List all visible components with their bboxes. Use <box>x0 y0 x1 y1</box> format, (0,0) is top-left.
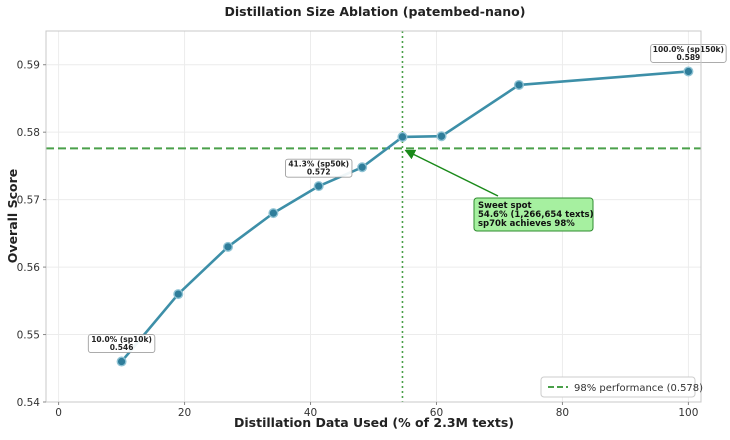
sweet-spot-line: sp70k achieves 98% <box>478 219 575 229</box>
annotation-box <box>650 44 727 63</box>
x-tick-label: 40 <box>304 407 317 419</box>
data-point <box>173 289 184 300</box>
tick-layer: 0 20 40 60 80 100 0.54 0.55 0.56 0.57 0.58 0.59 <box>17 60 699 419</box>
data-point <box>357 162 368 173</box>
annotation-box <box>285 158 353 178</box>
annotation-value: 0.546 <box>110 343 134 352</box>
x-tick-label: 100 <box>678 407 698 419</box>
x-tick-label: 0 <box>55 407 62 419</box>
annotation-label: 41.3% (sp50k) <box>288 160 349 169</box>
annotations-layer: 10.0% (sp10k)0.546 41.3% (sp50k)0.572 100.… <box>87 44 727 353</box>
y-tick-label: 0.57 <box>17 195 40 207</box>
reference-lines <box>46 31 701 402</box>
data-point <box>436 131 447 142</box>
sweet-spot-line: Sweet spot <box>478 201 532 211</box>
data-point <box>683 66 694 77</box>
data-point <box>268 208 279 219</box>
y-tick-label: 0.54 <box>17 397 41 409</box>
legend: 98% performance (0.578) <box>540 376 703 398</box>
x-axis-label: Distillation Data Used (% of 2.3M texts) <box>234 415 514 430</box>
series-line <box>120 70 689 363</box>
y-tick-label: 0.56 <box>17 262 41 274</box>
annotation-label: 100.0% (sp150k) <box>653 45 724 54</box>
data-point <box>397 131 408 142</box>
data-point <box>223 241 234 252</box>
annotation-value: 0.589 <box>677 53 701 62</box>
annotation-box <box>87 334 156 353</box>
annotation-value: 0.572 <box>307 168 331 177</box>
x-tick-label: 60 <box>430 407 443 419</box>
chart-title: Distillation Size Ablation (patembed-nan… <box>225 4 526 19</box>
y-tick-label: 0.59 <box>17 60 40 72</box>
data-point <box>116 356 127 367</box>
data-point <box>513 79 524 90</box>
series-layer <box>116 66 694 367</box>
legend-box <box>540 376 696 398</box>
plot-frame <box>45 30 702 403</box>
sweet-spot-arrow <box>404 149 499 197</box>
sweet-spot-line: 54.6% (1,266,654 texts) <box>478 210 594 220</box>
annotation-label: 10.0% (sp10k) <box>91 335 152 344</box>
x-tick-label: 80 <box>556 407 569 419</box>
sweet-spot-box <box>473 197 594 232</box>
legend-label: 98% performance (0.578) <box>574 383 703 394</box>
y-tick-label: 0.55 <box>17 330 40 342</box>
y-axis-label: Overall Score <box>5 169 20 263</box>
y-tick-label: 0.58 <box>17 127 40 139</box>
x-tick-label: 20 <box>178 407 191 419</box>
data-point <box>313 181 324 192</box>
